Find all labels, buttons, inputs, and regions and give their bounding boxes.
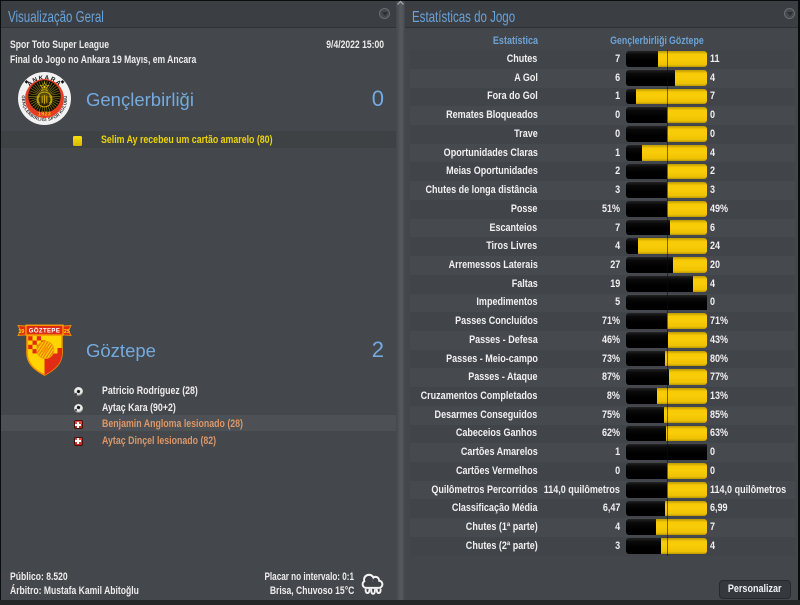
svg-text:GÖZTEPE: GÖZTEPE (29, 328, 60, 335)
svg-text:19: 19 (18, 329, 24, 335)
svg-text:25: 25 (64, 329, 70, 335)
svg-text:1923: 1923 (38, 112, 51, 118)
